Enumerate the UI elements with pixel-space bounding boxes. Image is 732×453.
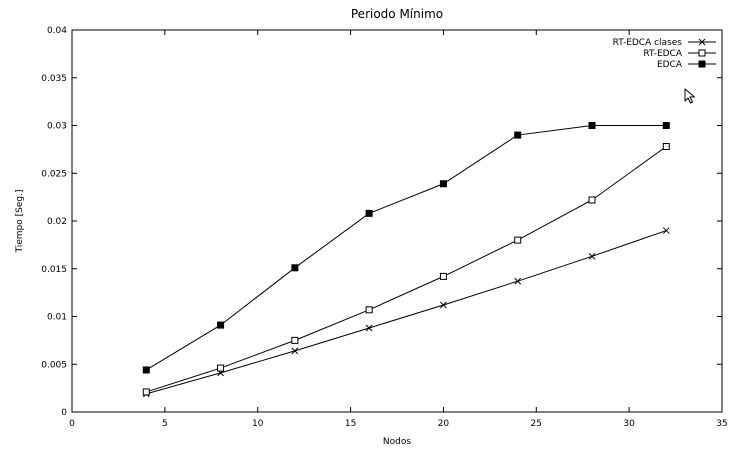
mouse-pointer-icon [684,88,695,104]
data-point [440,301,447,309]
chart-title: Periodo Mínimo [351,7,443,21]
data-point [514,131,522,139]
data-point [662,143,670,151]
x-tick-label: 10 [252,419,264,429]
series-line [146,230,667,395]
series-line [146,146,667,393]
y-tick-label: 0.015 [41,265,67,275]
legend-item: EDCA [657,60,716,70]
data-point [142,366,150,374]
data-point [142,388,150,396]
y-tick-label: 0.005 [41,360,67,370]
plot-frame [71,29,723,413]
data-point [514,236,522,244]
legend-item: RT-EDCA [643,49,716,59]
legend-swatch-marker [698,49,706,57]
legend-swatch-marker [698,38,706,46]
legend-label: RT-EDCA clases [613,38,683,48]
legend-swatch-marker [698,60,706,68]
x-tick-label: 5 [162,419,168,429]
x-tick-label: 0 [69,419,75,429]
y-tick-label: 0.025 [41,169,67,179]
data-point [365,209,373,217]
series-line [146,125,667,371]
data-point [217,321,225,329]
legend-label: RT-EDCA [643,49,682,59]
legend-label: EDCA [657,60,683,70]
data-point [217,364,225,372]
x-tick-label: 25 [531,419,542,429]
legend-item: RT-EDCA clases [613,38,716,48]
y-tick-label: 0.04 [47,26,67,36]
data-point [588,252,596,260]
data-point [514,277,522,285]
x-tick-label: 20 [438,419,450,429]
y-tick-label: 0 [61,408,67,418]
y-tick-label: 0.03 [47,122,67,132]
y-tick-label: 0.035 [41,74,67,84]
data-point [588,196,596,204]
data-point [291,347,299,355]
data-point [662,122,670,129]
y-tick-label: 0.01 [47,313,67,323]
series-rt-edca [142,143,670,396]
x-axis: 0 5 10 15 20 25 30 35 [69,30,728,429]
y-axis-title: Tiempo [Seg.] [15,190,25,254]
x-axis-title: Nodos [383,437,411,447]
x-tick-label: 35 [716,419,727,429]
x-tick-label: 30 [623,419,635,429]
data-point [588,122,596,129]
data-point [662,227,670,234]
data-point [439,272,447,280]
x-tick-label: 15 [345,419,356,429]
data-point [439,180,447,188]
y-axis: 0 0.005 0.01 0.015 0.02 0.025 0.03 0.035 0.04 [41,26,722,418]
data-point [291,336,299,344]
data-point [365,324,373,332]
data-point [291,264,299,272]
series-layer [142,122,670,398]
y-tick-label: 0.02 [47,217,67,227]
data-point [365,306,373,314]
series-edca [142,122,670,374]
